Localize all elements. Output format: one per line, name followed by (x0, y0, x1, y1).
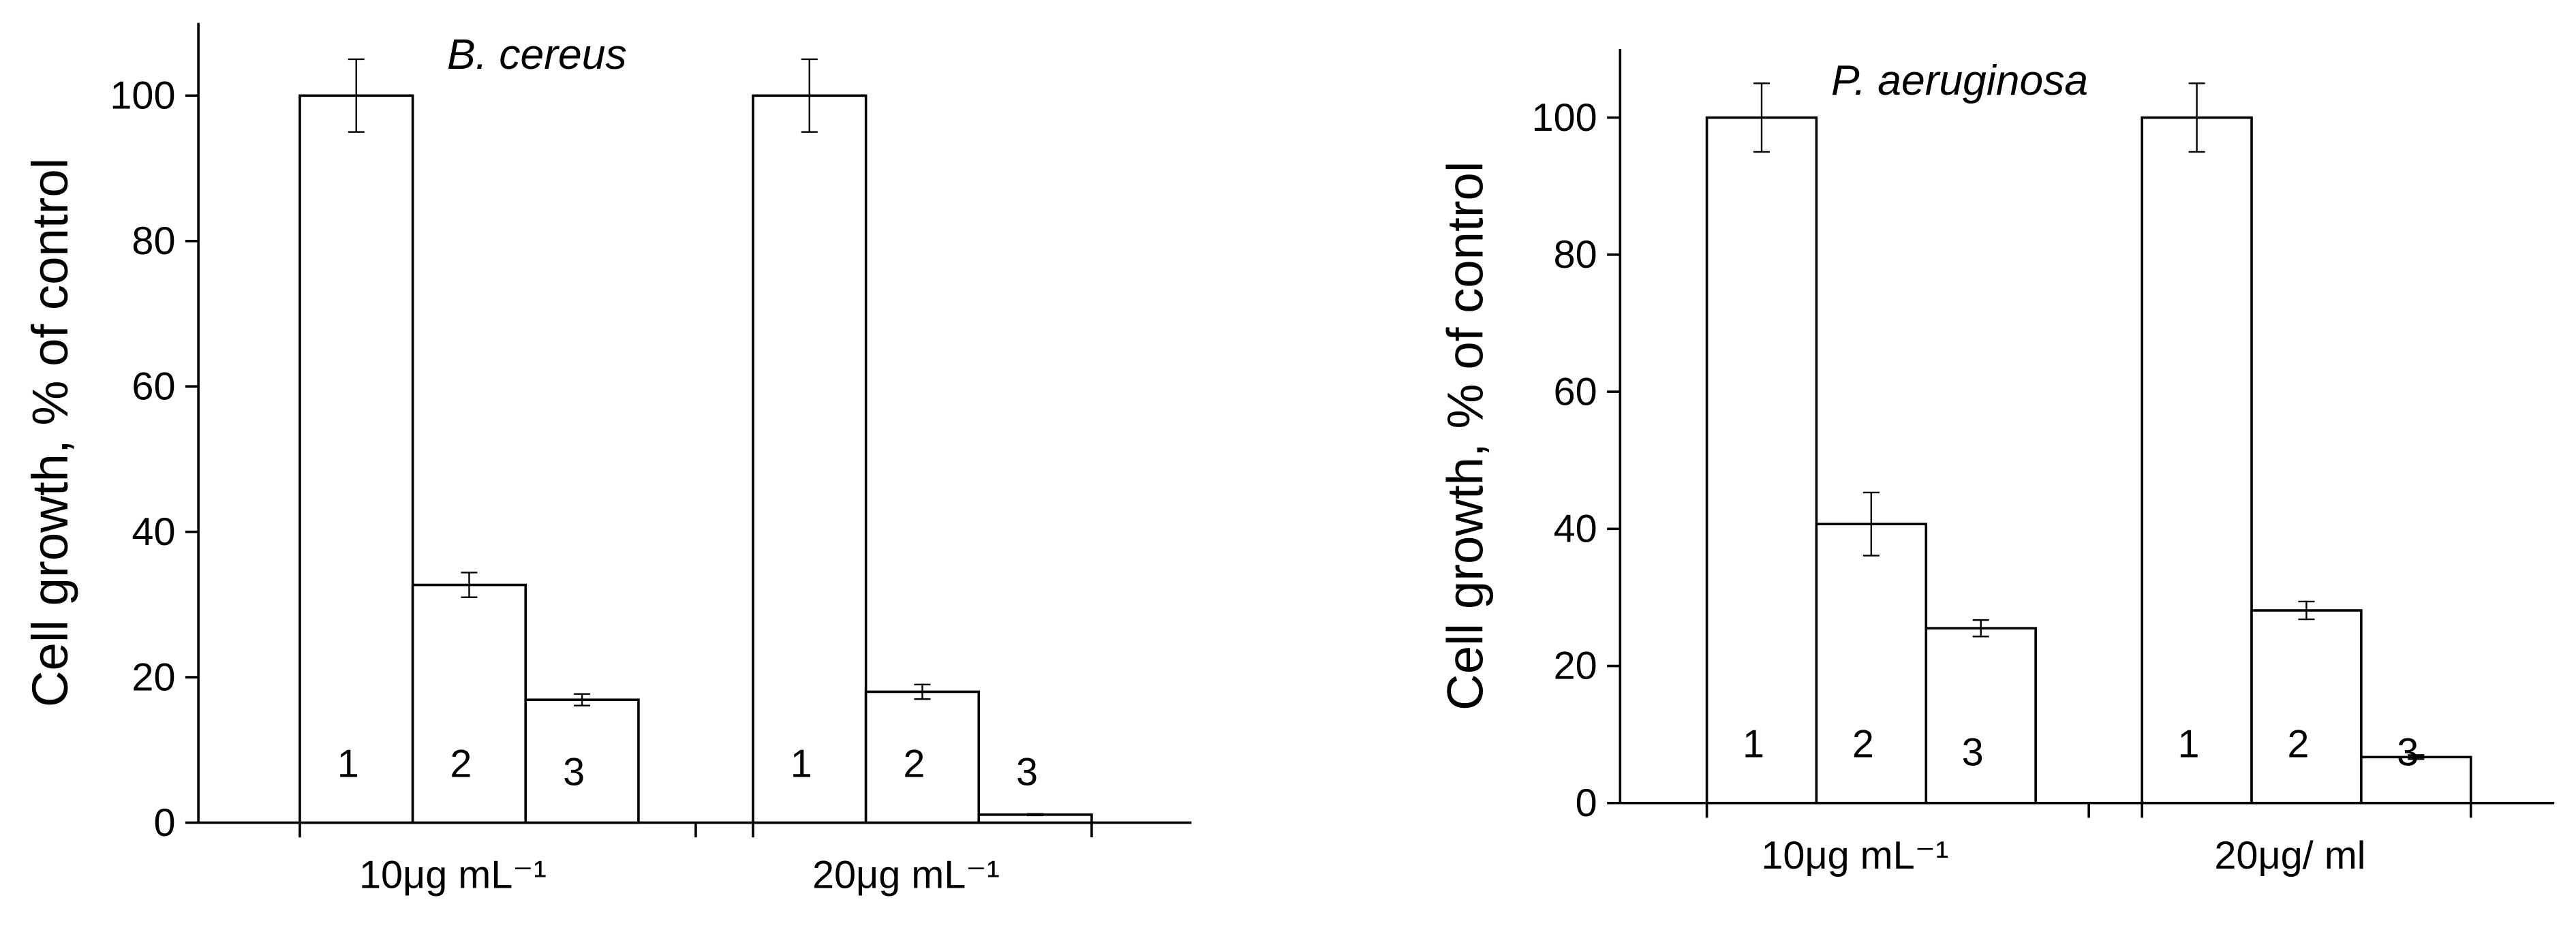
error-bar (1862, 491, 1880, 557)
x-tick-label: 20μg/ ml (2214, 834, 2365, 877)
bar-label: 1 (791, 742, 812, 785)
error-bar (2408, 754, 2425, 760)
y-axis-label: Cell growth, % of control (1437, 161, 1494, 711)
bar (411, 583, 527, 824)
y-tick-label: 80 (1554, 233, 1597, 277)
bar (298, 94, 414, 824)
bar (1815, 523, 1928, 805)
bar-label: 1 (1743, 723, 1764, 766)
y-tick-label: 80 (132, 219, 175, 263)
error-bar (348, 58, 365, 133)
error-bar (574, 693, 591, 706)
error-bar (2298, 600, 2315, 621)
y-tick-label: 40 (1554, 508, 1597, 551)
bar-label: 1 (2178, 723, 2200, 766)
bar (2360, 756, 2472, 805)
bar (2250, 609, 2363, 805)
bar-label: 3 (1962, 731, 1984, 775)
x-tick-label: 10μg mL⁻¹ (359, 854, 547, 897)
y-tick-label: 0 (153, 801, 175, 845)
y-tick-label: 40 (132, 510, 175, 554)
bar-label: 3 (563, 750, 585, 794)
x-tick-label: 20μg mL⁻¹ (812, 854, 1000, 897)
bar-label: 3 (2397, 731, 2419, 775)
y-tick-label: 20 (1554, 644, 1597, 688)
bar (1705, 116, 1818, 805)
bar (1925, 627, 2037, 805)
y-tick-label: 0 (1576, 781, 1597, 825)
bar-label: 2 (903, 742, 925, 785)
error-bar (1027, 813, 1044, 817)
error-bar (1972, 619, 1989, 638)
bar (2141, 116, 2253, 805)
error-bar (461, 572, 478, 598)
y-tick-label: 20 (132, 655, 175, 699)
error-bar (801, 58, 818, 133)
y-tick-label: 100 (110, 74, 175, 118)
y-tick-label: 60 (132, 364, 175, 408)
error-bar (1753, 82, 1770, 153)
error-bar (914, 683, 931, 700)
bar (524, 698, 640, 824)
chart-title: P. aeruginosa (1831, 57, 2088, 104)
bar-label: 1 (337, 742, 359, 785)
bar-label: 2 (2287, 723, 2309, 766)
bar-label: 3 (1016, 750, 1038, 794)
bar-label: 2 (1852, 723, 1874, 766)
y-axis-label: Cell growth, % of control (22, 158, 78, 707)
bar-label: 2 (450, 742, 472, 785)
chart-title: B. cereus (447, 31, 627, 78)
y-tick-label: 60 (1554, 370, 1597, 414)
y-tick-label: 100 (1532, 96, 1597, 140)
bar (752, 94, 868, 824)
error-bar (2188, 82, 2205, 153)
x-tick-label: 10μg mL⁻¹ (1761, 834, 1948, 877)
